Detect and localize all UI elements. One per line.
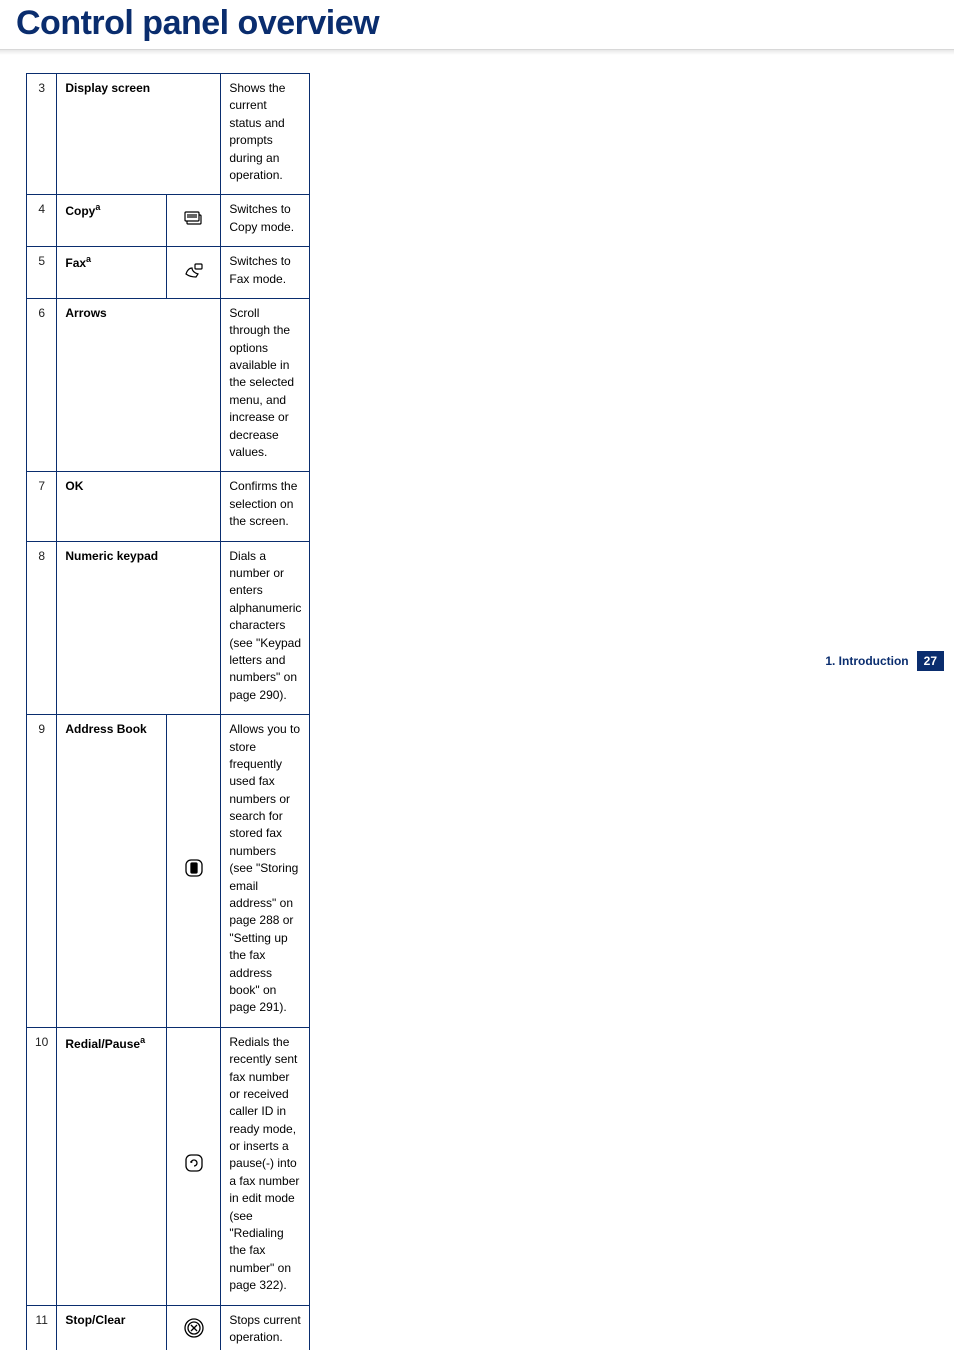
footer-section: 1. Introduction — [825, 654, 908, 668]
row-desc: Dials a number or enters alphanumeric ch… — [221, 541, 310, 715]
row-name: Display screen — [57, 74, 221, 195]
row-desc: Switches to Fax mode. — [221, 247, 310, 299]
table-row: 6 Arrows Scroll through the options avai… — [27, 298, 928, 472]
row-number: 6 — [27, 298, 57, 472]
row-name-text: Redial/Pause — [65, 1037, 140, 1051]
row-sup: a — [140, 1035, 145, 1045]
row-name: Address Book — [57, 715, 167, 1028]
row-desc: Confirms the selection on the screen. — [221, 472, 310, 541]
row-name-text: Fax — [65, 256, 86, 270]
row-number: 5 — [27, 247, 57, 299]
row-desc: Shows the current status and prompts dur… — [221, 74, 310, 195]
row-desc: Allows you to store frequently used fax … — [221, 715, 310, 1028]
row-name: Redial/Pausea — [57, 1027, 167, 1305]
fax-icon — [167, 247, 221, 299]
row-sup: a — [95, 202, 100, 212]
row-number: 10 — [27, 1027, 57, 1305]
row-number: 9 — [27, 715, 57, 1028]
row-name-text: Copy — [65, 204, 95, 218]
table-row: 7 OK Confirms the selection on the scree… — [27, 472, 928, 541]
page-footer: 1. Introduction 27 — [825, 651, 944, 671]
row-name: Numeric keypad — [57, 541, 221, 715]
redial-icon — [167, 1027, 221, 1305]
row-number: 8 — [27, 541, 57, 715]
table-row: 8 Numeric keypad Dials a number or enter… — [27, 541, 928, 715]
row-number: 11 — [27, 1305, 57, 1350]
row-name: Faxa — [57, 247, 167, 299]
row-number: 4 — [27, 195, 57, 247]
stop-icon — [167, 1305, 221, 1350]
address-book-icon — [167, 715, 221, 1028]
copy-icon — [167, 195, 221, 247]
table-row: 5 Faxa Switches to Fax mode. — [27, 247, 928, 299]
table-row: 10 Redial/Pausea Redials the recently se… — [27, 1027, 928, 1305]
table-row: 11 Stop/Clear Stops current operation. — [27, 1305, 928, 1350]
row-number: 3 — [27, 74, 57, 195]
row-desc: Switches to Copy mode. — [221, 195, 310, 247]
row-sup: a — [86, 254, 91, 264]
row-name: Arrows — [57, 298, 221, 472]
row-number: 7 — [27, 472, 57, 541]
page-number: 27 — [917, 651, 944, 671]
page-title: Control panel overview — [16, 4, 954, 43]
table-row: 4 Copya Switches to Copy mode. — [27, 195, 928, 247]
row-name: Stop/Clear — [57, 1305, 167, 1350]
table-row: 9 Address Book Allows you to store frequ… — [27, 715, 928, 1028]
row-desc: Redials the recently sent fax number or … — [221, 1027, 310, 1305]
row-name: OK — [57, 472, 221, 541]
row-desc: Stops current operation. — [221, 1305, 310, 1350]
table-container: 3 Display screen Shows the current statu… — [0, 55, 954, 1350]
table-row: 3 Display screen Shows the current statu… — [27, 74, 928, 195]
control-panel-table: 3 Display screen Shows the current statu… — [26, 73, 928, 1350]
row-desc: Scroll through the options available in … — [221, 298, 310, 472]
row-name: Copya — [57, 195, 167, 247]
